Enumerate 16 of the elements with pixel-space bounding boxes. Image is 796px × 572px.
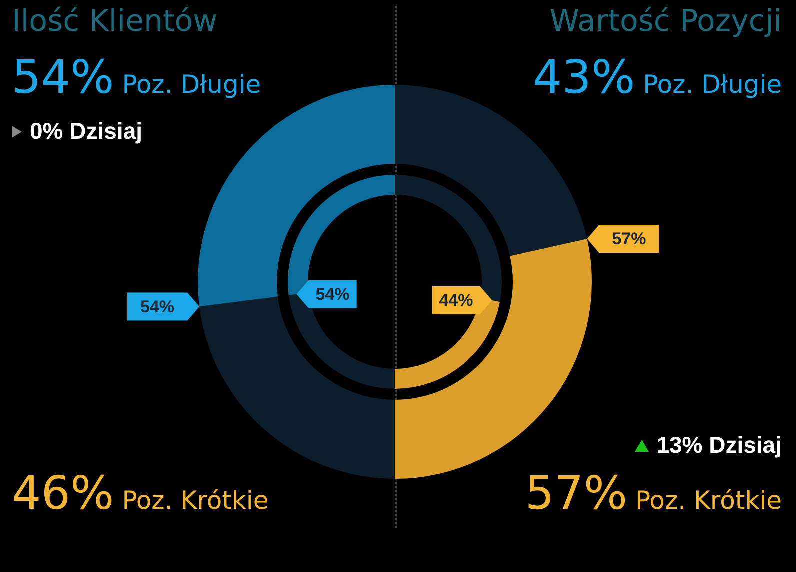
- text: 13% Dzisiaj: [656, 432, 782, 459]
- slice-label: Poz. Krótkie: [634, 486, 782, 515]
- data-label: 46%: [12, 466, 114, 520]
- data-label: 54%: [140, 297, 175, 316]
- slice-label: Poz. Krótkie: [121, 486, 269, 515]
- data-label: 44%: [439, 291, 474, 310]
- text: 57%: [525, 466, 628, 520]
- chart-title: Ilość Klientów: [12, 4, 218, 39]
- data-label: 54%: [316, 285, 350, 304]
- slice-label: Poz. Długie: [121, 70, 262, 99]
- slice-label: Poz. Długie: [642, 70, 782, 99]
- data-label: 43%: [532, 50, 636, 104]
- chart-title: Wartość Pozycji: [550, 4, 782, 39]
- data-label: 57%: [612, 230, 646, 249]
- text: 54%: [12, 50, 114, 104]
- text: 0% Dzisiaj: [30, 118, 142, 145]
